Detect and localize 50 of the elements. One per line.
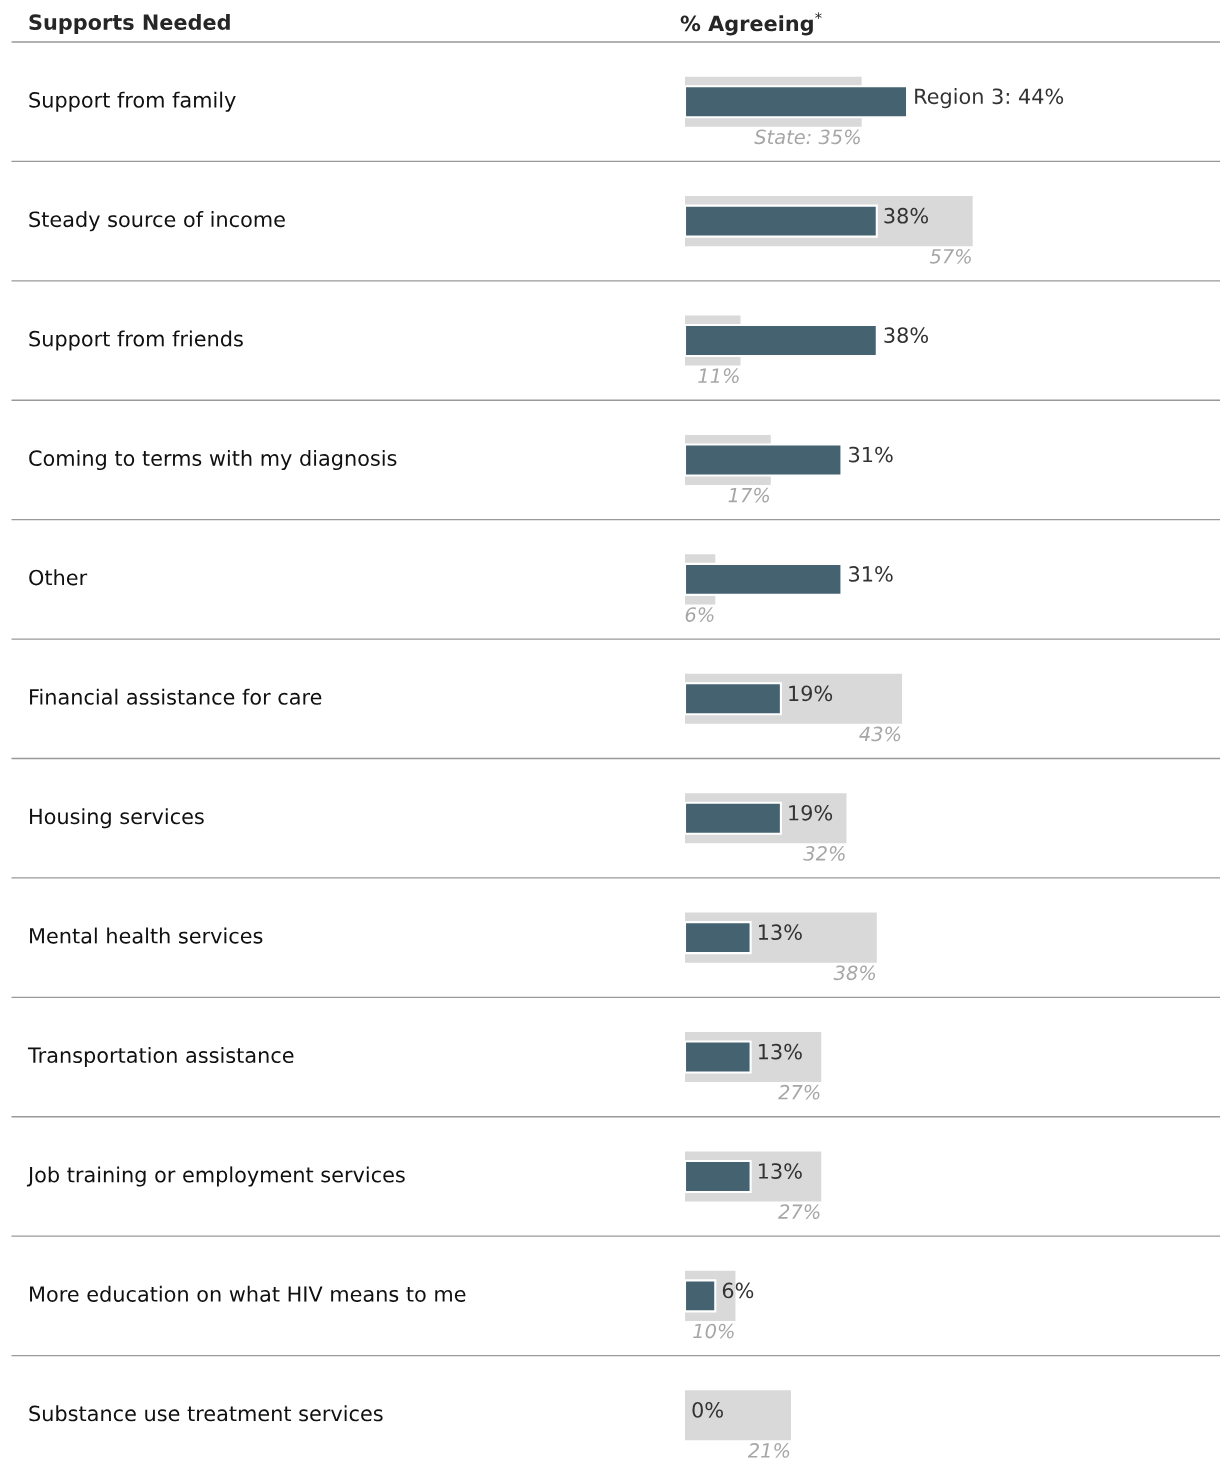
data-label: 38% xyxy=(833,965,876,981)
data-label: 27% xyxy=(778,1084,820,1100)
bar xyxy=(685,682,782,716)
data-label: 6% xyxy=(685,607,714,622)
data-label: 13% xyxy=(758,1163,802,1179)
data-label: 31% xyxy=(849,566,893,582)
y-tick-label: Coming to terms with my diagnosis xyxy=(29,449,397,471)
data-label: 31% xyxy=(849,446,893,463)
data-label: 21% xyxy=(747,1443,790,1458)
y-tick-label: Other xyxy=(29,569,88,586)
y-tick-label: Support from family xyxy=(29,91,236,112)
y-axis-title: Supports Needed xyxy=(29,13,230,35)
bar xyxy=(685,921,752,955)
bar xyxy=(685,1159,752,1194)
data-label: 0% xyxy=(692,1402,723,1418)
data-label: 57% xyxy=(929,248,971,264)
y-tick-label: Mental health services xyxy=(30,927,263,944)
data-label: 38% xyxy=(884,327,928,343)
data-label: 17% xyxy=(728,487,770,503)
data-label: 11% xyxy=(698,368,739,384)
bar xyxy=(685,1390,791,1441)
y-tick-label: Financial assistance for care xyxy=(30,688,322,705)
bar xyxy=(685,1040,752,1074)
bar xyxy=(685,443,843,477)
data-label: 38% xyxy=(884,207,928,224)
bar xyxy=(685,323,878,358)
y-tick-label: Substance use treatment services xyxy=(29,1405,383,1422)
data-label: 13% xyxy=(758,1043,802,1060)
data-label: 27% xyxy=(778,1204,820,1219)
x-axis-title: % Agreeing$^{*}$ xyxy=(680,12,822,36)
bar xyxy=(685,85,909,119)
y-tick-label: More education on what HIV means to me xyxy=(30,1285,466,1302)
data-label: Region 3: 44% xyxy=(915,88,1064,109)
data-label: 32% xyxy=(803,846,845,861)
data-label: 13% xyxy=(758,924,802,941)
bar xyxy=(685,1279,717,1313)
data-label: 43% xyxy=(859,726,901,742)
y-tick-label: Job training or employment services xyxy=(26,1166,405,1187)
bar xyxy=(685,801,782,835)
y-tick-label: Housing services xyxy=(30,808,204,829)
data-label: 19% xyxy=(789,804,833,821)
data-label: 10% xyxy=(693,1323,734,1339)
bar xyxy=(685,562,843,596)
y-tick-label: Transportation assistance xyxy=(27,1046,294,1068)
bar xyxy=(685,204,878,238)
data-label: 19% xyxy=(789,685,833,702)
data-label: State: 35% xyxy=(754,129,860,145)
y-tick-label: Steady source of income xyxy=(29,211,285,232)
data-label: 6% xyxy=(722,1282,754,1299)
y-tick-label: Support from friends xyxy=(29,330,243,351)
